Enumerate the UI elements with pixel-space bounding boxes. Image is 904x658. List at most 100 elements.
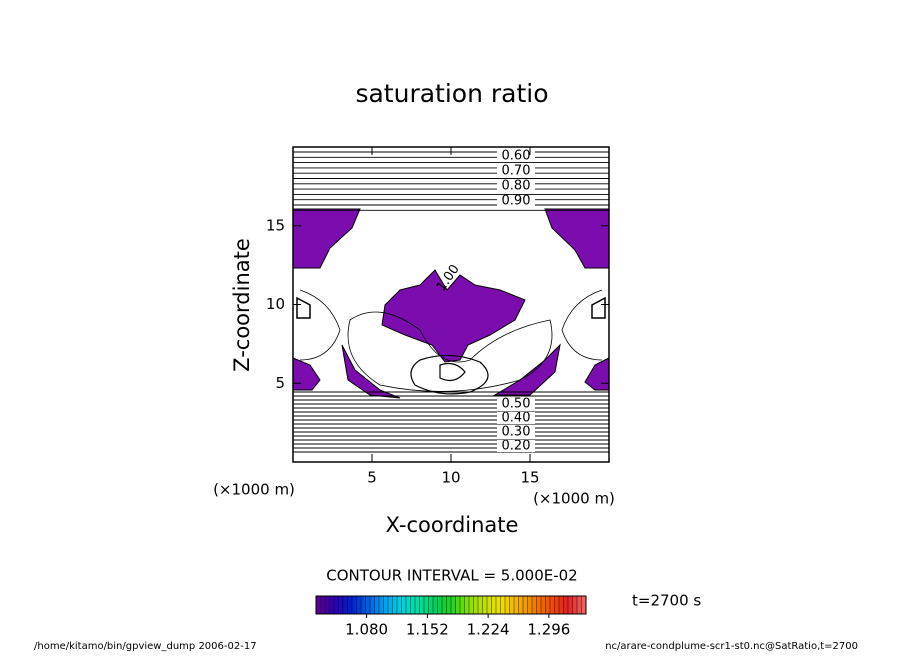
colorbar-cell [370, 596, 375, 614]
plot-area [292, 151, 610, 453]
x-tick-label: 5 [367, 469, 377, 487]
colorbar-cell [487, 596, 492, 614]
colorbar-tick-label: 1.224 [467, 621, 510, 639]
colorbar-cell [460, 596, 465, 614]
contour-interval: CONTOUR INTERVAL = 5.000E-02 [326, 567, 577, 585]
label-box [497, 165, 535, 177]
contour-label: 0.70 [502, 164, 531, 179]
colorbar-cell [491, 596, 497, 614]
colorbar-cell [316, 596, 321, 614]
colorbar-cell [581, 596, 587, 614]
colorbar-cell [577, 596, 582, 614]
y-tick-label: 15 [266, 216, 285, 234]
colorbar-cell [428, 596, 434, 614]
colorbar-cell [419, 596, 425, 614]
colorbar-frame [315, 595, 587, 615]
colorbar-cell [478, 596, 483, 614]
contour-line [296, 296, 606, 319]
colorbar-cell [392, 596, 398, 614]
colorbar-cell [383, 596, 389, 614]
colorbar-tick-label: 1.152 [406, 621, 449, 639]
colorbar-cell [352, 596, 357, 614]
filled-region [341, 344, 401, 399]
contour-label: 0.40 [502, 411, 531, 426]
x-unit: (×1000 m) [533, 490, 615, 508]
colorbar-cell [545, 596, 551, 614]
contour-label: 0.50 [502, 397, 531, 412]
colorbar-cell [532, 596, 537, 614]
colorbar-cell [356, 596, 362, 614]
colorbar-cell [397, 596, 402, 614]
colorbar-cell [509, 596, 515, 614]
colorbar-cell [451, 596, 456, 614]
colorbar-cell [469, 596, 474, 614]
colorbar-cell [482, 596, 488, 614]
contour-line [299, 289, 341, 361]
filled-region [544, 208, 610, 269]
colorbar-cell [446, 596, 452, 614]
y-tick-label: 5 [275, 374, 285, 392]
contour-line [561, 289, 603, 361]
colorbar-cell [334, 596, 339, 614]
label-box [497, 398, 535, 410]
colorbar-cell [563, 596, 569, 614]
footer-right: nc/arare-condplume-scr1-st0.nc@SatRatio,… [605, 641, 858, 652]
colorbar-cell [347, 596, 353, 614]
colorbar-cell [433, 596, 438, 614]
contour-label: 0.20 [502, 439, 531, 454]
colorbar-cell [554, 596, 560, 614]
colorbar-cell [343, 596, 348, 614]
label-box [497, 440, 535, 452]
colorbar-cell [410, 596, 416, 614]
colorbar-cell [505, 596, 510, 614]
colorbar-cell [496, 596, 501, 614]
time-label: t=2700 s [632, 592, 701, 610]
contour-label: 0.60 [502, 149, 531, 164]
colorbar-cell [523, 596, 528, 614]
colorbar-cell [518, 596, 524, 614]
y-tick-label: 10 [266, 295, 285, 313]
colorbar-cell [437, 596, 443, 614]
colorbar-cell [568, 596, 573, 614]
colorbar-cell [401, 596, 407, 614]
y-unit: (×1000 m) [213, 481, 295, 499]
y-axis-label: Z-coordinate [230, 238, 254, 372]
filled-region [292, 357, 321, 391]
contour-label: 0.80 [502, 179, 531, 194]
colorbar-cell [514, 596, 519, 614]
label-box [497, 150, 535, 162]
colorbar-cell [442, 596, 447, 614]
colorbar-cell [455, 596, 461, 614]
x-axis-label: X-coordinate [386, 513, 519, 537]
colorbar-cell [379, 596, 384, 614]
colorbar-cell [464, 596, 470, 614]
colorbar-cell [536, 596, 542, 614]
colorbar-cell [406, 596, 411, 614]
chart-title: saturation ratio [355, 79, 548, 108]
colorbar-cell [527, 596, 533, 614]
colorbar-cell [338, 596, 344, 614]
filled-region [381, 269, 526, 363]
colorbar-cell [320, 596, 326, 614]
colorbar-cell [365, 596, 371, 614]
contour-line [347, 311, 553, 392]
footer-left: /home/kitamo/bin/gpview_dump 2006-02-17 [34, 641, 257, 652]
label-box [497, 426, 535, 438]
label-box [497, 195, 535, 207]
x-tick-label: 10 [441, 469, 460, 487]
colorbar-cell [415, 596, 420, 614]
label-box [497, 180, 535, 192]
colorbar-cell [500, 596, 506, 614]
contour-label: 0.30 [502, 425, 531, 440]
colorbar-cell [572, 596, 578, 614]
contour-label: 0.90 [502, 194, 531, 209]
colorbar-cell [325, 596, 330, 614]
filled-region [292, 208, 361, 269]
colorbar-cell [541, 596, 546, 614]
label-box [497, 412, 535, 424]
colorbar-tick-label: 1.296 [527, 621, 570, 639]
colorbar-cell [550, 596, 555, 614]
colorbar-cell [329, 596, 335, 614]
colorbar-cell [473, 596, 479, 614]
